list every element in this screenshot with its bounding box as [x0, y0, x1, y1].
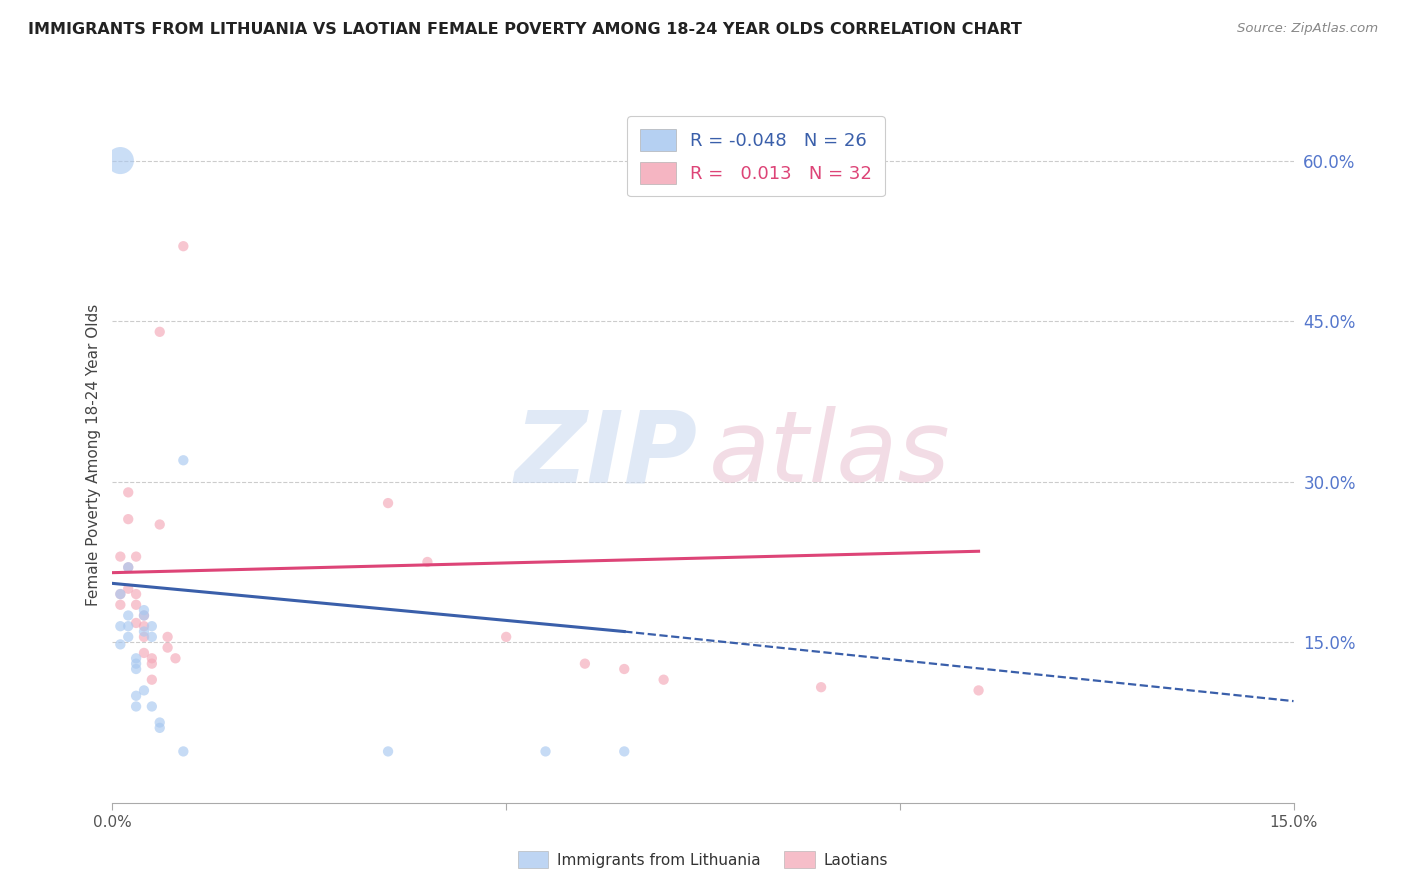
- Point: [110, 549, 132, 564]
- Point: [132, 683, 155, 698]
- Point: [125, 699, 148, 714]
- Point: [574, 657, 596, 671]
- Point: [125, 657, 148, 671]
- Point: [156, 630, 179, 644]
- Point: [172, 239, 194, 253]
- Point: [132, 608, 155, 623]
- Text: ZIP: ZIP: [515, 407, 697, 503]
- Point: [125, 549, 148, 564]
- Point: [149, 517, 172, 532]
- Y-axis label: Female Poverty Among 18-24 Year Olds: Female Poverty Among 18-24 Year Olds: [86, 304, 101, 606]
- Point: [117, 512, 139, 526]
- Text: IMMIGRANTS FROM LITHUANIA VS LAOTIAN FEMALE POVERTY AMONG 18-24 YEAR OLDS CORREL: IMMIGRANTS FROM LITHUANIA VS LAOTIAN FEM…: [28, 22, 1022, 37]
- Point: [110, 587, 132, 601]
- Point: [141, 673, 163, 687]
- Point: [141, 619, 163, 633]
- Point: [117, 582, 139, 596]
- Point: [149, 715, 172, 730]
- Legend: R = -0.048   N = 26, R =   0.013   N = 32: R = -0.048 N = 26, R = 0.013 N = 32: [627, 116, 884, 196]
- Point: [110, 153, 132, 168]
- Point: [149, 325, 172, 339]
- Point: [652, 673, 675, 687]
- Point: [534, 744, 557, 758]
- Point: [810, 680, 832, 694]
- Point: [117, 619, 139, 633]
- Point: [132, 608, 155, 623]
- Point: [141, 651, 163, 665]
- Point: [172, 744, 194, 758]
- Point: [132, 646, 155, 660]
- Point: [613, 662, 636, 676]
- Point: [125, 615, 148, 630]
- Point: [117, 560, 139, 574]
- Point: [117, 630, 139, 644]
- Point: [125, 587, 148, 601]
- Point: [110, 598, 132, 612]
- Text: Source: ZipAtlas.com: Source: ZipAtlas.com: [1237, 22, 1378, 36]
- Point: [110, 637, 132, 651]
- Point: [172, 453, 194, 467]
- Point: [156, 640, 179, 655]
- Point: [110, 587, 132, 601]
- Point: [416, 555, 439, 569]
- Point: [165, 651, 187, 665]
- Point: [125, 689, 148, 703]
- Point: [495, 630, 517, 644]
- Point: [125, 651, 148, 665]
- Point: [125, 598, 148, 612]
- Point: [613, 744, 636, 758]
- Legend: Immigrants from Lithuania, Laotians: Immigrants from Lithuania, Laotians: [510, 844, 896, 875]
- Point: [141, 699, 163, 714]
- Point: [132, 603, 155, 617]
- Point: [117, 560, 139, 574]
- Point: [149, 721, 172, 735]
- Point: [117, 485, 139, 500]
- Point: [141, 657, 163, 671]
- Point: [132, 624, 155, 639]
- Text: atlas: atlas: [709, 407, 950, 503]
- Point: [117, 608, 139, 623]
- Point: [141, 630, 163, 644]
- Point: [132, 630, 155, 644]
- Point: [377, 744, 399, 758]
- Point: [110, 619, 132, 633]
- Point: [125, 662, 148, 676]
- Point: [132, 619, 155, 633]
- Point: [967, 683, 990, 698]
- Point: [377, 496, 399, 510]
